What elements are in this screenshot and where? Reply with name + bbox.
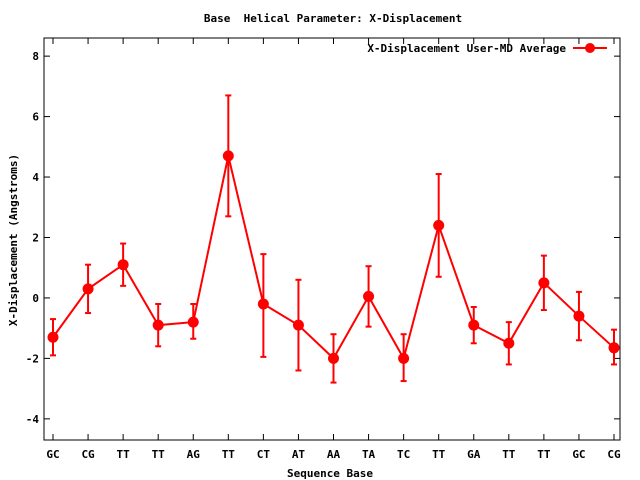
x-tick-label: AA [327, 448, 341, 461]
x-tick-label: TT [152, 448, 166, 461]
data-point [573, 310, 585, 322]
x-tick-label: TT [222, 448, 236, 461]
data-point [152, 319, 164, 331]
x-tick-label: CT [257, 448, 271, 461]
data-point [257, 298, 269, 310]
x-ticks: GC CG TT TT AG TT CT AT AA TA TC TT GA TT TT GC CG [46, 38, 621, 461]
data-point [538, 277, 550, 289]
data-point [433, 219, 445, 231]
y-axis-label: X-Displacement (Angstroms) [7, 154, 20, 326]
data-point [608, 342, 620, 354]
x-tick-label: TT [432, 448, 446, 461]
series-layer [47, 94, 620, 384]
y-tick-label: 2 [32, 231, 39, 244]
legend-label: X-Displacement User-MD Average [367, 42, 566, 55]
y-tick-label: -4 [26, 413, 40, 426]
data-point [503, 337, 515, 349]
chart-title: Base Helical Parameter: X-Displacement [204, 12, 462, 25]
x-tick-label: TT [117, 448, 131, 461]
data-point [47, 331, 59, 343]
y-tick-label: 4 [32, 171, 39, 184]
x-tick-label: TT [537, 448, 551, 461]
x-tick-label: CG [607, 448, 621, 461]
x-tick-label: TC [397, 448, 410, 461]
plot-frame [43, 37, 621, 441]
legend-marker [585, 43, 595, 53]
x-tick-label: GA [467, 448, 481, 461]
data-point [187, 316, 199, 328]
y-tick-label: -2 [26, 352, 39, 365]
y-tick-label: 6 [32, 111, 39, 124]
x-tick-label: GC [46, 448, 59, 461]
x-axis-label: Sequence Base [287, 467, 373, 480]
series-line [52, 155, 615, 362]
x-tick-label: TT [502, 448, 516, 461]
y-ticks: -4 -2 0 2 4 6 8 [26, 50, 620, 426]
data-point [468, 319, 480, 331]
x-tick-label: GC [572, 448, 585, 461]
x-tick-label: TA [362, 448, 376, 461]
data-point [328, 352, 339, 364]
data-point [117, 259, 129, 271]
data-point [363, 290, 375, 302]
x-tick-label: AG [187, 448, 201, 461]
x-tick-label: CG [81, 448, 95, 461]
data-point [398, 352, 410, 364]
data-point [222, 150, 234, 162]
y-tick-label: 8 [32, 50, 39, 63]
data-point [292, 319, 304, 331]
y-tick-label: 0 [32, 292, 39, 305]
data-point [82, 283, 94, 295]
x-tick-label: AT [292, 448, 306, 461]
legend: X-Displacement User-MD Average [367, 42, 607, 55]
